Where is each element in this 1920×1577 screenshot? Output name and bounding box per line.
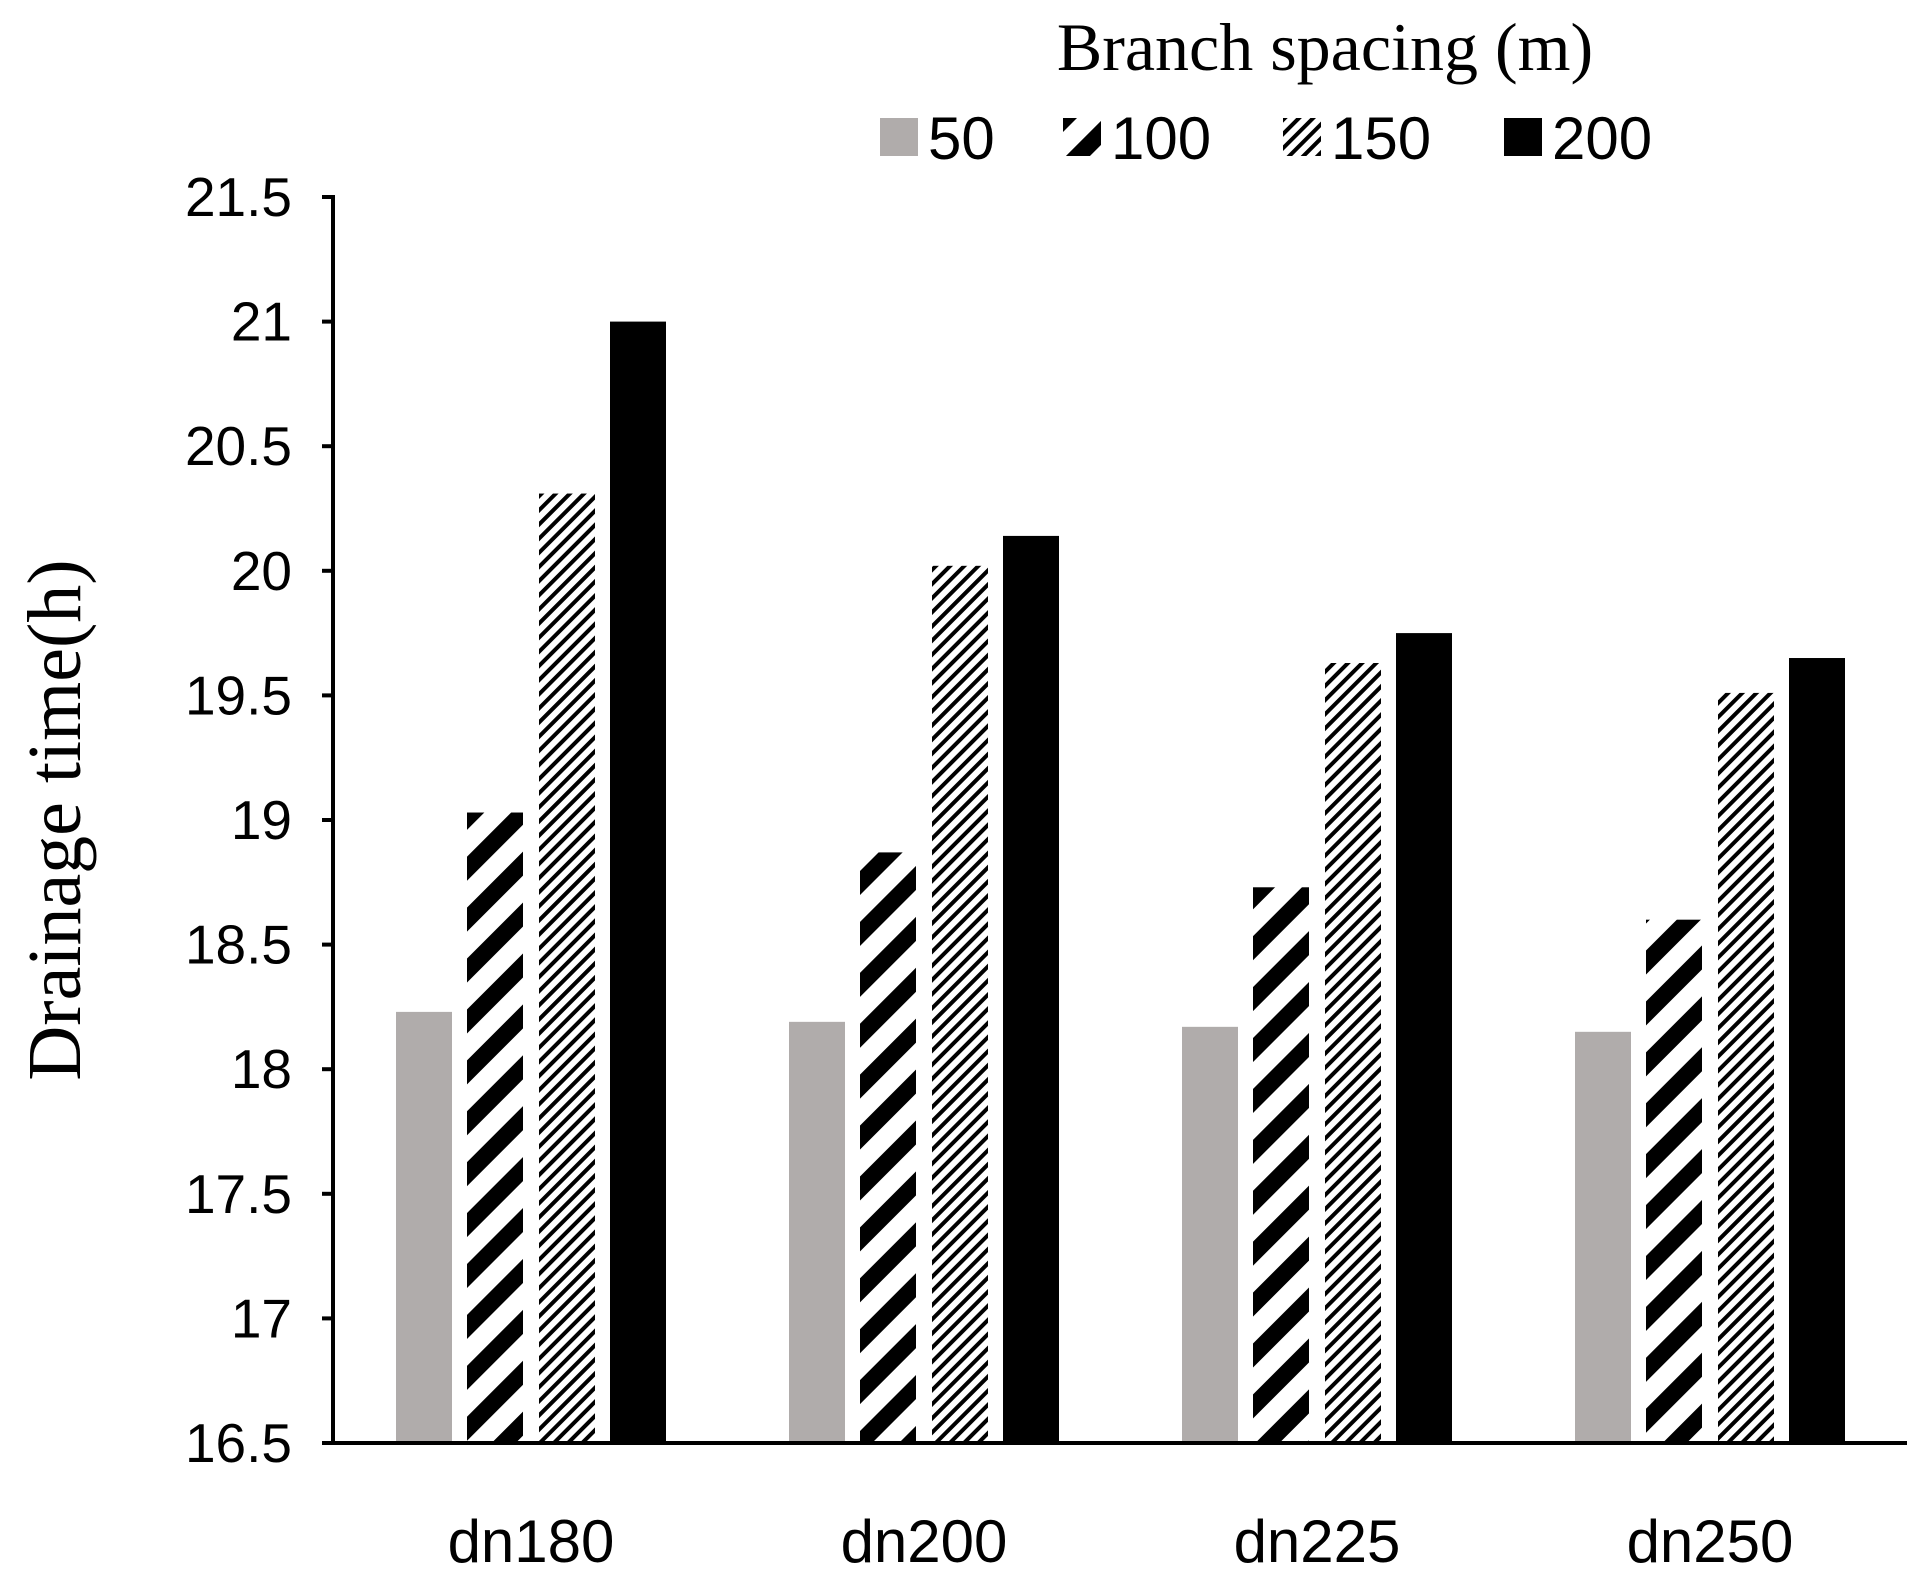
y-axis: 16.5 17 17.5 18 18.5 19 19.5 20 20.5 21 21.5: [185, 166, 333, 1474]
bar-dn250-100: [1646, 919, 1702, 1443]
y-tick-label: 19: [231, 789, 292, 851]
legend-label-150: 150: [1331, 105, 1431, 172]
legend: Branch spacing (m) 50 100 150 200: [880, 9, 1652, 172]
legend-swatch-50: [880, 118, 918, 156]
y-tick-label: 20: [231, 540, 292, 602]
bar-dn180-150: [539, 493, 595, 1444]
bars: [396, 321, 1845, 1444]
y-tick-label: 18: [231, 1038, 292, 1100]
bar-dn250-200: [1789, 658, 1845, 1443]
bar-dn200-100: [860, 852, 916, 1443]
legend-label-50: 50: [928, 105, 995, 172]
y-tick-label: 19.5: [185, 664, 292, 726]
bar-dn180-50: [396, 1011, 452, 1443]
bar-dn225-50: [1182, 1026, 1238, 1443]
legend-label-100: 100: [1111, 105, 1211, 172]
y-tick-label: 17: [231, 1287, 292, 1349]
bar-dn225-150: [1325, 663, 1381, 1443]
x-tick-label: dn180: [448, 1508, 615, 1575]
legend-title: Branch spacing (m): [1057, 9, 1593, 85]
y-tick-label: 21.5: [185, 166, 292, 228]
y-tick-label: 18.5: [185, 914, 292, 976]
legend-swatch-200: [1504, 118, 1542, 156]
bar-dn180-100: [467, 812, 523, 1443]
x-tick-label: dn200: [841, 1508, 1008, 1575]
legend-swatch-100: [1063, 118, 1101, 156]
bar-dn250-50: [1575, 1031, 1631, 1443]
legend-swatch-150: [1283, 118, 1321, 156]
bar-dn200-150: [932, 565, 988, 1443]
bar-dn225-200: [1396, 633, 1452, 1443]
y-tick-label: 21: [231, 291, 292, 353]
y-tick-label: 16.5: [185, 1412, 292, 1474]
bar-dn200-200: [1003, 535, 1059, 1443]
y-axis-title: Drainage time(h): [13, 559, 97, 1080]
x-tick-label: dn250: [1627, 1508, 1794, 1575]
legend-label-200: 200: [1552, 105, 1652, 172]
bar-dn250-150: [1718, 692, 1774, 1443]
bar-dn200-50: [789, 1021, 845, 1443]
bar-dn225-100: [1253, 887, 1309, 1443]
y-tick-label: 20.5: [185, 415, 292, 477]
x-axis: dn180 dn200 dn225 dn250: [448, 1508, 1794, 1575]
y-tick-label: 17.5: [185, 1163, 292, 1225]
bar-dn180-200: [610, 321, 666, 1444]
x-tick-label: dn225: [1234, 1508, 1401, 1575]
